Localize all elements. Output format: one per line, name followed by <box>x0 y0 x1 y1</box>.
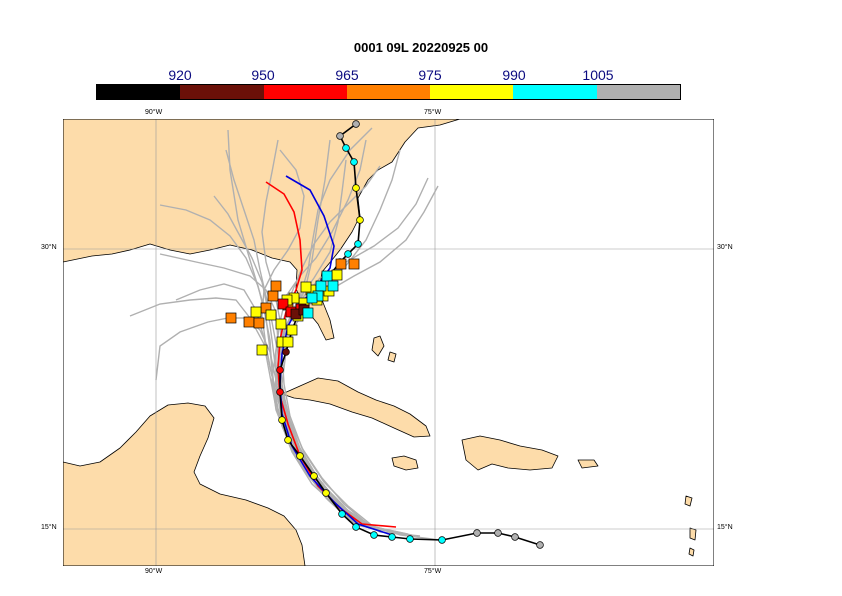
colorbar-segment-1 <box>97 85 181 99</box>
track-point <box>336 132 344 140</box>
landfall-markers <box>225 258 360 356</box>
track-point <box>354 240 362 248</box>
lat-tick-left-30n: 30°N <box>41 244 57 251</box>
track-point <box>296 452 304 460</box>
lat-tick-left-15n: 15°N <box>41 524 57 531</box>
track-point <box>352 184 360 192</box>
track-point <box>350 158 358 166</box>
lon-tick-top-90w: 90°W <box>145 109 163 116</box>
lon-tick-bottom-75w: 75°W <box>424 568 442 575</box>
landfall-square <box>267 290 279 302</box>
colorbar-label-1005: 1005 <box>582 67 614 83</box>
land-layer <box>63 119 697 566</box>
track-point <box>344 250 352 258</box>
lon-tick-top-75w: 75°W <box>424 109 442 116</box>
colorbar-segment-7 <box>596 85 680 99</box>
track-point <box>342 144 350 152</box>
track-point <box>284 436 292 444</box>
landfall-square <box>256 344 268 356</box>
track-point <box>494 529 502 537</box>
landfall-square <box>277 298 289 310</box>
landfall-square <box>225 312 237 324</box>
landfall-square <box>335 258 347 270</box>
colorbar-segment-5 <box>430 85 514 99</box>
track-point <box>370 531 378 539</box>
cuba-land <box>281 377 431 438</box>
ensemble-tracks <box>129 127 441 541</box>
track-point <box>356 216 364 224</box>
lat-tick-right-15n: 15°N <box>717 524 733 531</box>
landfall-square <box>327 280 339 292</box>
landfall-square <box>286 324 298 336</box>
colorbar-label-990: 990 <box>502 67 526 83</box>
track-point <box>352 120 360 128</box>
track-map <box>63 119 714 566</box>
landfall-square <box>250 306 262 318</box>
landfall-square <box>275 318 287 330</box>
yucatan-central-america-land <box>63 402 306 566</box>
landfall-square <box>315 280 327 292</box>
colorbar-label-920: 920 <box>168 67 192 83</box>
colorbar-label-965: 965 <box>335 67 359 83</box>
jamaica-land <box>391 455 419 471</box>
landfall-square <box>282 336 294 348</box>
track-point <box>438 536 446 544</box>
colorbar-segment-2 <box>180 85 264 99</box>
track-point <box>310 472 318 480</box>
track-point <box>276 366 284 374</box>
colorbar-label-950: 950 <box>251 67 275 83</box>
colorbar-segment-4 <box>346 85 431 99</box>
track-point <box>322 489 330 497</box>
hispaniola-land <box>461 435 559 471</box>
track-point <box>276 388 284 396</box>
track-point <box>282 348 290 356</box>
puerto-rico-land <box>577 459 599 469</box>
track-point <box>536 541 544 549</box>
track-point <box>338 510 346 518</box>
track-point <box>352 523 360 531</box>
landfall-square <box>348 258 360 270</box>
graticule <box>63 119 714 566</box>
landfall-square <box>270 280 282 292</box>
chart-title: 0001 09L 20220925 00 <box>353 40 489 55</box>
colorbar-segment-3 <box>263 85 347 99</box>
caribbean-islands-land <box>684 495 697 557</box>
landfall-square <box>300 281 312 293</box>
landfall-square <box>302 307 314 319</box>
landfall-square <box>253 317 265 329</box>
landfall-square <box>265 309 277 321</box>
track-point <box>278 416 286 424</box>
landfall-square <box>321 270 333 282</box>
colorbar-segment-6 <box>513 85 597 99</box>
landfall-square <box>331 269 343 281</box>
track-point <box>473 529 481 537</box>
pressure-colorbar <box>96 84 681 100</box>
landfall-square <box>243 316 255 328</box>
ensemble-track <box>159 204 396 533</box>
bahamas-land <box>371 335 397 363</box>
colorbar-label-975: 975 <box>418 67 442 83</box>
track-point <box>406 535 414 543</box>
lat-tick-right-30n: 30°N <box>717 244 733 251</box>
landfall-square <box>306 292 318 304</box>
track-point <box>511 533 519 541</box>
lon-tick-bottom-90w: 90°W <box>145 568 163 575</box>
track-point <box>388 533 396 541</box>
